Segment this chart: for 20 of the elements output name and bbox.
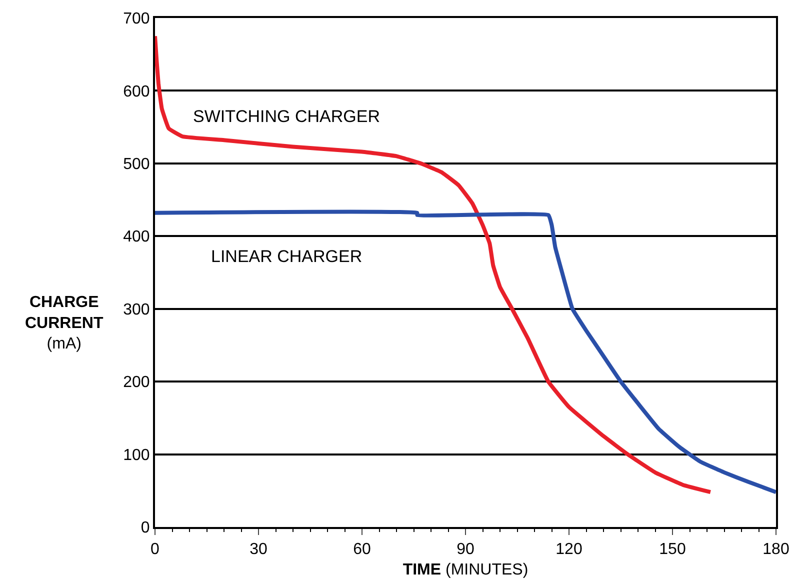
series-label: SWITCHING CHARGER <box>193 107 380 126</box>
x-tick-label: 150 <box>659 541 686 558</box>
y-tick-label: 300 <box>123 301 150 318</box>
y-tick-label: 200 <box>123 374 150 392</box>
x-tick-label: 180 <box>762 541 790 558</box>
text: LINEAR CHARGER <box>211 247 362 266</box>
y-tick-label: 0 <box>140 520 150 537</box>
y-tick-label: 400 <box>123 228 150 246</box>
line-series <box>155 210 776 494</box>
x-tick-label: 120 <box>556 541 582 558</box>
x-tick-label: 90 <box>456 541 474 558</box>
y-tick-label: 700 <box>123 10 150 28</box>
y-axis-title: CHARGE CURRENT (mA) <box>25 294 104 353</box>
x-tick-label: 60 <box>353 541 371 558</box>
x-tick-label: 30 <box>250 541 268 558</box>
y-tick-label: 500 <box>123 156 150 174</box>
y-tick-label: 600 <box>123 83 150 100</box>
line-series <box>155 34 712 494</box>
y-tick-label: 100 <box>123 446 150 464</box>
x-axis-title: TIME (MINUTES) <box>402 561 528 578</box>
